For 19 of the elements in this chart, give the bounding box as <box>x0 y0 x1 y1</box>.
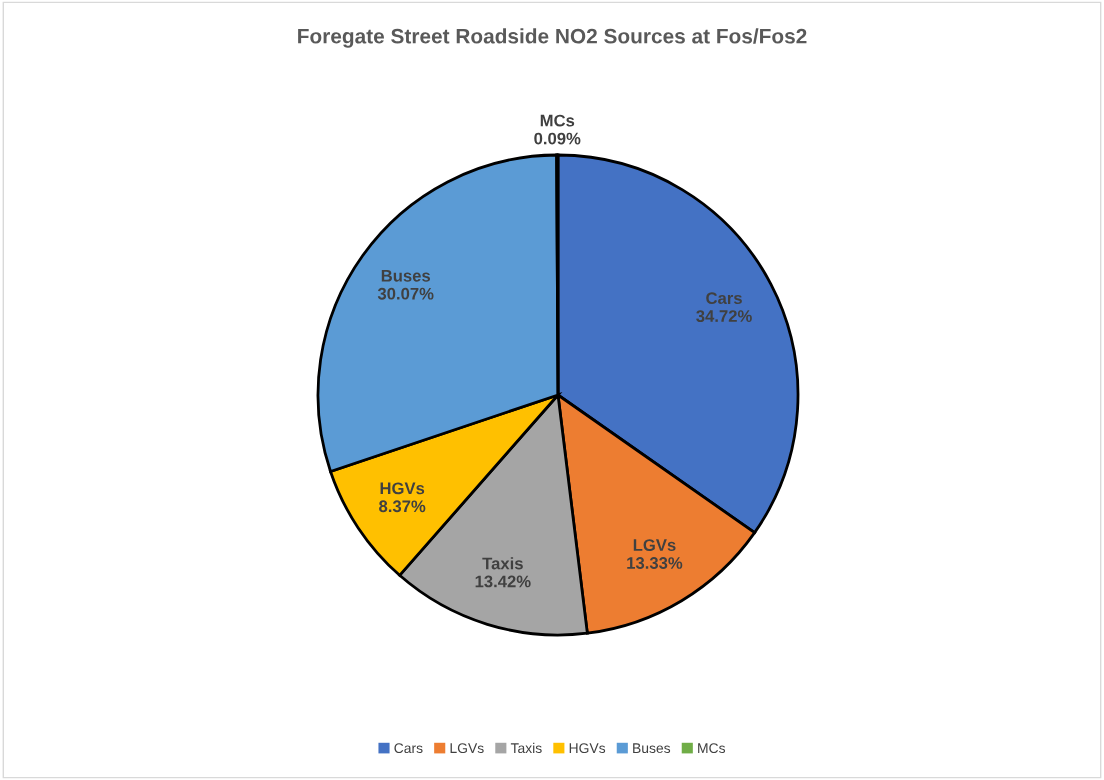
legend-label: MCs <box>698 743 726 754</box>
data-label: 8.37% <box>379 500 426 513</box>
legend-label: HGVs <box>569 743 606 754</box>
slice-label: HGVs <box>380 482 425 495</box>
legend-label: LGVs <box>450 743 484 754</box>
slice-label: Taxis <box>482 557 523 570</box>
legend-label: Taxis <box>510 742 542 754</box>
data-label: 30.07% <box>377 287 434 300</box>
chart-title: Foregate Street Roadside NO2 Sources at Fos/Fos2 <box>298 28 807 48</box>
data-label: 34.72% <box>696 310 752 323</box>
legend-label: Cars <box>394 743 423 754</box>
data-label: 0.09% <box>534 132 581 145</box>
slice-label: LGVs <box>633 539 676 551</box>
slice-label: Cars <box>706 292 742 305</box>
legend-label: Buses <box>633 743 671 754</box>
slice-label: Buses <box>381 270 431 282</box>
data-label: 13.33% <box>627 557 683 569</box>
slice-label: MCs <box>540 114 575 127</box>
data-label: 13.42% <box>475 575 531 588</box>
